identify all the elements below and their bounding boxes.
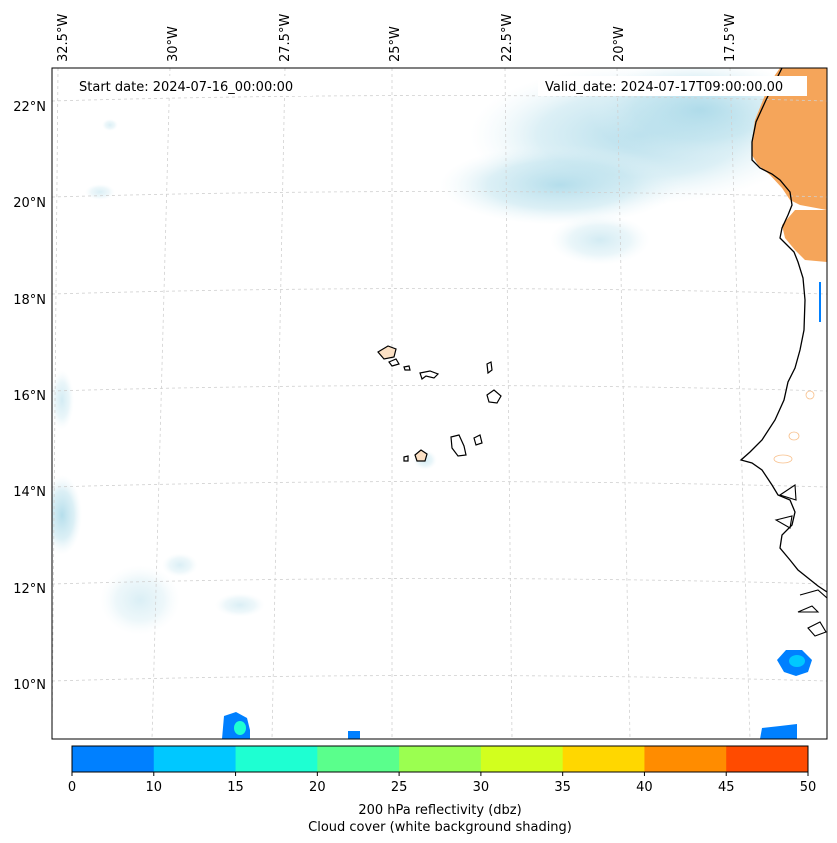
colorbar-tick-label: 20 — [309, 780, 326, 795]
colorbar-tick-label: 25 — [391, 780, 408, 795]
longitude-labels: 32.5°W 30°W 27.5°W 25°W 22.5°W 20°W 17.5… — [56, 14, 738, 62]
latitude-labels: 22°N 20°N 18°N 16°N 14°N 12°N 10°N — [13, 100, 46, 693]
lat-label: 18°N — [13, 293, 46, 308]
colorbar-segment — [72, 746, 155, 772]
colorbar-tick-label: 45 — [718, 780, 735, 795]
lon-label: 32.5°W — [56, 14, 71, 62]
lat-label: 20°N — [13, 196, 46, 211]
island-brava — [403, 455, 409, 462]
lon-label: 25°W — [388, 26, 403, 62]
colorbar-tick-label: 35 — [554, 780, 571, 795]
island-boa-vista — [486, 389, 502, 404]
colorbar-segment — [153, 746, 237, 772]
island-sao-nicolau — [419, 370, 440, 380]
colorbar-segment — [399, 746, 482, 772]
island-santa-luzia — [403, 365, 411, 371]
colorbar: 0 10 15 20 25 30 35 40 45 50 200 hPa reflectivity… — [68, 745, 817, 835]
colorbar-segment — [480, 746, 564, 772]
lat-label: 22°N — [13, 100, 46, 115]
colorbar-segment — [317, 746, 400, 772]
colorbar-tick-label: 0 — [68, 780, 76, 795]
colorbar-label-reflectivity: 200 hPa reflectivity (dbz) — [358, 803, 521, 818]
map-frame — [51, 67, 828, 740]
colorbar-segment — [644, 746, 727, 772]
island-santiago — [450, 434, 467, 457]
reflectivity-cell-south-1-core — [234, 721, 246, 735]
island-santo-antao — [377, 345, 397, 360]
reflectivity-cell-east-2 — [760, 724, 797, 739]
colorbar-segment — [726, 746, 809, 772]
reflectivity-streak-north — [819, 282, 821, 322]
lon-label: 30°W — [166, 26, 181, 62]
lat-label: 12°N — [13, 582, 46, 597]
lon-label: 17.5°W — [723, 14, 738, 62]
colorbar-segment — [562, 746, 645, 772]
colorbar-tick-label: 50 — [800, 780, 817, 795]
lon-label: 22.5°W — [500, 14, 515, 62]
colorbar-frame — [71, 745, 809, 773]
reflectivity-cell-east-1-core — [789, 655, 805, 667]
start-date-box: Start date: 2024-07-16_00:00:00 — [72, 76, 312, 96]
colorbar-tick-label: 40 — [636, 780, 653, 795]
desert-land-shading — [752, 68, 827, 262]
land-warm-contours — [773, 390, 815, 464]
island-maio — [473, 434, 483, 446]
colorbar-tick-label: 15 — [227, 780, 244, 795]
island-fogo — [414, 449, 428, 462]
start-date-label: Start date: 2024-07-16_00:00:00 — [79, 80, 293, 95]
island-sao-vicente — [388, 358, 400, 367]
island-sal — [486, 361, 493, 375]
lon-label: 27.5°W — [278, 14, 293, 62]
cape-verde-islands — [377, 345, 502, 462]
guinea-bissau-coast-detail — [774, 484, 827, 637]
reflectivity-cell-south-2 — [348, 731, 360, 739]
lat-label: 14°N — [13, 485, 46, 500]
valid-date-label: Valid_date: 2024-07-17T09:00:00.00 — [545, 80, 783, 95]
colorbar-tick-label: 10 — [146, 780, 163, 795]
lat-label: 16°N — [13, 389, 46, 404]
map-area: Start date: 2024-07-16_00:00:00 Valid_da… — [52, 68, 827, 739]
reflectivity-cells — [222, 282, 821, 739]
lon-label: 20°W — [612, 26, 627, 62]
colorbar-tick-label: 30 — [473, 780, 490, 795]
valid-date-box: Valid_date: 2024-07-17T09:00:00.00 — [538, 76, 807, 96]
colorbar-label-cloud-cover: Cloud cover (white background shading) — [308, 820, 572, 835]
lat-label: 10°N — [13, 678, 46, 693]
graticule — [52, 68, 827, 739]
colorbar-segment — [235, 746, 318, 772]
